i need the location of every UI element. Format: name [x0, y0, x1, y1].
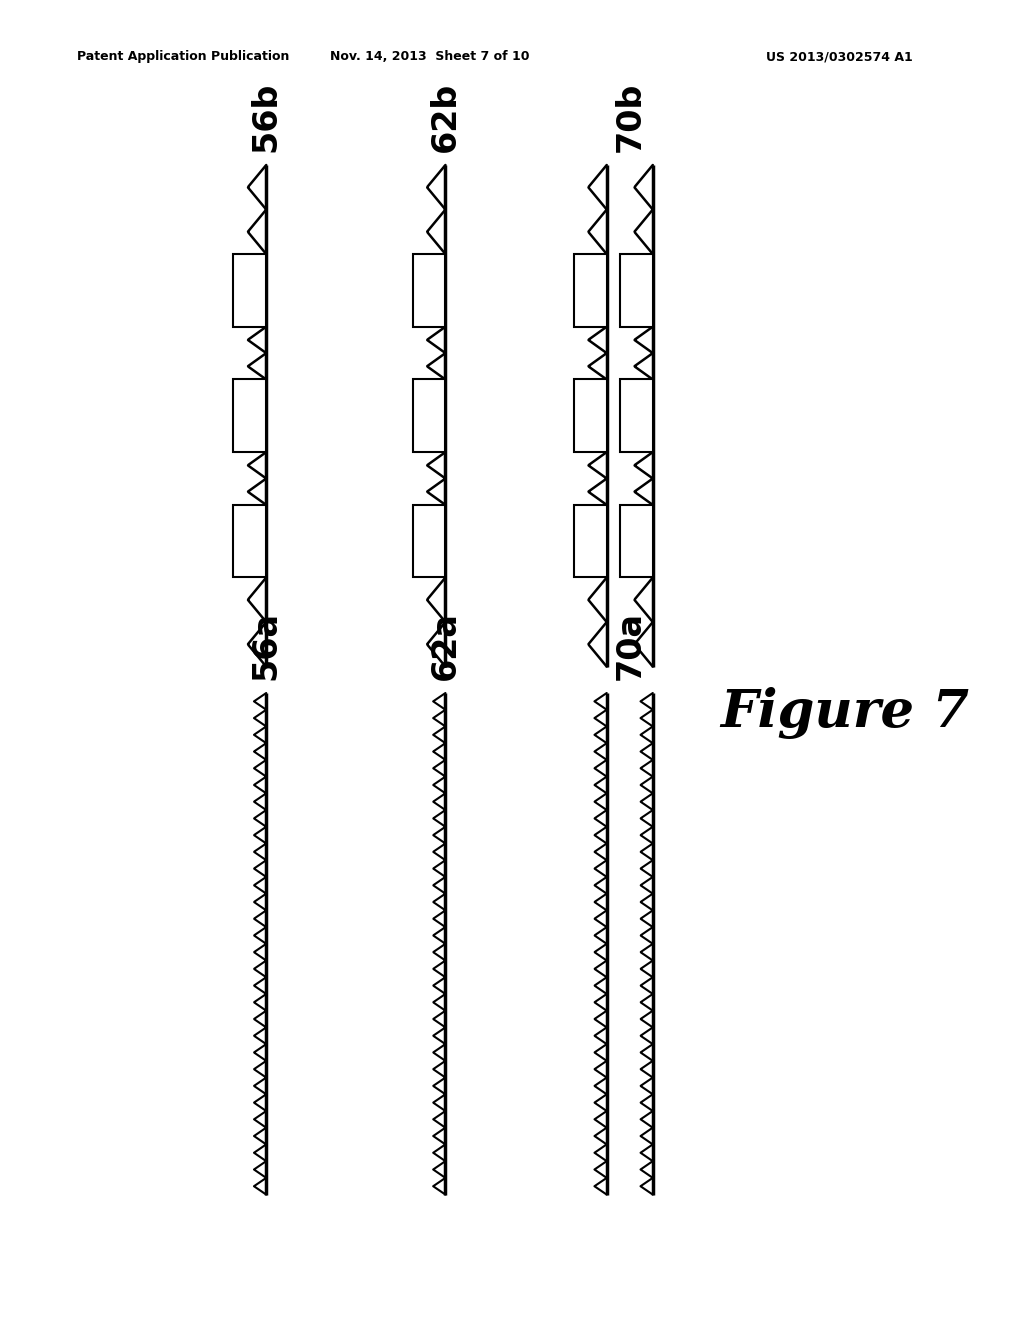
Text: Patent Application Publication: Patent Application Publication	[77, 50, 289, 63]
Bar	[620, 504, 653, 577]
Text: Figure 7: Figure 7	[720, 686, 970, 739]
Bar	[620, 253, 653, 326]
Text: 62a: 62a	[429, 611, 462, 680]
Text: US 2013/0302574 A1: US 2013/0302574 A1	[766, 50, 913, 63]
Bar	[233, 253, 266, 326]
Bar	[233, 379, 266, 451]
Text: Nov. 14, 2013  Sheet 7 of 10: Nov. 14, 2013 Sheet 7 of 10	[331, 50, 529, 63]
Text: 56b: 56b	[250, 82, 283, 152]
Bar	[573, 504, 606, 577]
Text: 56a: 56a	[250, 611, 283, 680]
Text: 62b: 62b	[429, 82, 462, 152]
Bar	[413, 253, 445, 326]
Text: 70b: 70b	[613, 82, 646, 152]
Text: 70a: 70a	[613, 611, 646, 680]
Bar	[620, 379, 653, 451]
Bar	[573, 253, 606, 326]
Bar	[413, 504, 445, 577]
Bar	[573, 379, 606, 451]
Bar	[413, 379, 445, 451]
Bar	[233, 504, 266, 577]
